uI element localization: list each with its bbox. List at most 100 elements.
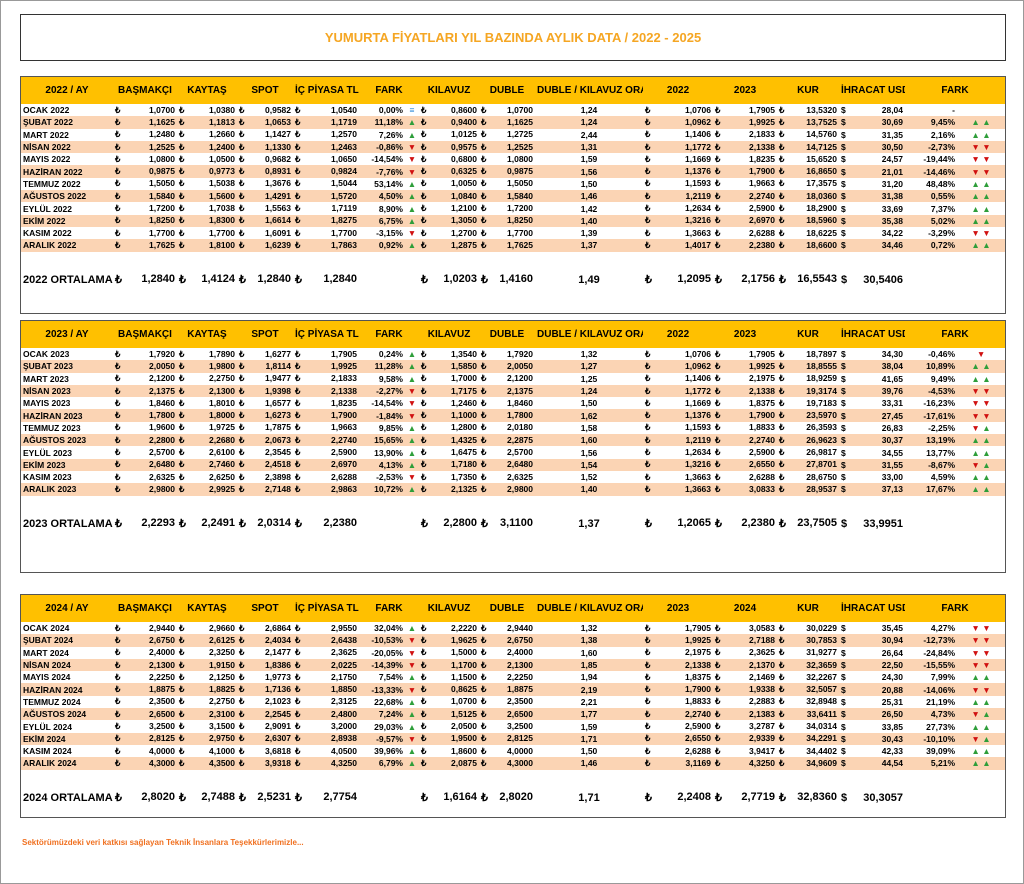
currency: ₺ <box>779 227 785 238</box>
currency: ₺ <box>295 447 301 458</box>
value-cell: 10,72% <box>359 483 405 496</box>
data-row: AĞUSTOS 2024 ₺ 2,6500 ₺ 2,3100 ₺ 2,2545 ₺ 2,4800… <box>21 708 1006 721</box>
value: 1,7200 <box>507 203 534 214</box>
value-cell: ₺ 1,2119 <box>643 190 714 203</box>
value-cell: ₺ 1,2065 <box>643 502 713 546</box>
value: 1,7905 <box>749 348 776 359</box>
currency: ₺ <box>481 178 487 189</box>
value-cell: 1,31 <box>535 140 644 154</box>
value-cell: ₺ 2,9800 <box>479 483 536 496</box>
currency: ₺ <box>115 116 121 127</box>
value-cell: $34,46 <box>839 239 906 252</box>
value: 18,2900 <box>806 203 838 214</box>
value-cell: ₺ 3,9318 <box>237 757 293 770</box>
value-cell: ₺ 1,5000 <box>419 647 479 659</box>
value-cell: ₺ 2,6500 <box>113 708 177 721</box>
currency: ₺ <box>481 373 487 384</box>
value-cell: 1,25 <box>535 373 643 385</box>
average-row: 2022 ORTALAMA ₺ 1,2840 ₺ 1,4124 ₺ 1,2840 ₺ 1,284… <box>21 258 1005 302</box>
value: 2,6125 <box>209 634 235 645</box>
value: 1,8386 <box>265 659 291 670</box>
value: 2,1750 <box>331 671 357 682</box>
value: 1,50 <box>580 398 598 409</box>
value: 30,3057 <box>863 791 904 804</box>
value: -2,73% <box>928 142 956 153</box>
value-cell: ₺ 1,8875 <box>113 683 177 696</box>
value: 27,8701 <box>806 459 838 470</box>
value: 1,2660 <box>209 129 235 140</box>
value-cell: ₺ 26,9623 <box>777 434 840 447</box>
value-cell: ₺ 1,6273 <box>237 409 293 422</box>
empty-cell <box>905 502 957 546</box>
currency: ₺ <box>115 360 121 371</box>
arrow-cell: ▼ <box>405 634 420 647</box>
data-row: OCAK 2024 ₺ 2,9440 ₺ 2,9660 ₺ 2,6864 ₺ 2,9550 32,… <box>21 622 1005 634</box>
value-cell: ₺ 1,9398 <box>237 384 293 398</box>
value: 2,2250 <box>507 671 534 682</box>
currency: ₺ <box>295 227 301 238</box>
currency: ₺ <box>295 708 301 719</box>
month-cell: NİSAN 2024 <box>21 658 113 672</box>
value-cell: ₺ 2,3250 <box>177 647 237 659</box>
currency: ₺ <box>779 239 785 250</box>
value-cell: ₺ 1,9600 <box>113 422 177 434</box>
value: 4,50% <box>378 191 403 202</box>
value: 1,2700 <box>451 227 478 238</box>
currency: ₺ <box>295 116 301 127</box>
value: 1,7863 <box>331 239 357 250</box>
currency: ₺ <box>481 471 487 482</box>
value-cell: -14,46% <box>905 165 958 178</box>
value-cell: ₺ 4,0500 <box>293 745 359 757</box>
value: 0,55% <box>930 191 956 202</box>
value: -14,06% <box>923 684 956 695</box>
arrow: ▼ ▼ <box>971 154 991 165</box>
value: 1,2840 <box>257 273 291 286</box>
currency: ₺ <box>239 721 245 732</box>
value: 2,1023 <box>265 696 291 707</box>
value-cell: 1,37 <box>535 502 643 546</box>
arrow: ▼ <box>407 398 417 409</box>
value-cell: 8,90% <box>359 202 405 214</box>
value: 1,2875 <box>451 239 478 250</box>
currency: ₺ <box>779 721 785 732</box>
value: 0,24% <box>378 349 403 360</box>
value: 2,2750 <box>209 373 235 384</box>
currency: ₺ <box>421 373 427 384</box>
arrow-cell: ▲ <box>405 239 420 252</box>
value: 41,65 <box>881 373 904 384</box>
value: 2,2491 <box>201 517 235 530</box>
value: 1,8010 <box>209 397 235 408</box>
arrow-cell: ▲ <box>405 446 419 458</box>
currency: $ <box>841 435 846 446</box>
value: 2,6500 <box>507 708 534 719</box>
value-cell: ₺ 1,7900 <box>293 409 359 422</box>
value-cell: $39,76 <box>839 384 906 398</box>
arrow: ▲ <box>407 129 417 140</box>
value-cell: ₺ 2,0225 <box>293 658 359 672</box>
value: 1,8875 <box>507 684 534 695</box>
currency: ₺ <box>645 360 651 371</box>
value: 1,5840 <box>507 190 534 201</box>
value: 2,4800 <box>331 708 357 719</box>
value: 31,35 <box>881 129 904 140</box>
value: 1,0050 <box>451 178 478 189</box>
value-cell: ₺ 2,3625 <box>293 647 359 659</box>
arrow-cell: ▲ ▲ <box>957 671 1005 683</box>
value-cell: ₺ 2,1300 <box>479 658 536 672</box>
currency: ₺ <box>645 659 651 670</box>
value: 1,1719 <box>331 116 357 127</box>
arrow-cell: ▼ ▼ <box>957 409 1006 422</box>
value: 1,56 <box>580 447 598 458</box>
value: 1,7900 <box>749 166 776 177</box>
value: 1,71 <box>578 791 600 804</box>
value-cell: ₺ 15,6520 <box>777 153 839 165</box>
value: 2,19 <box>580 684 598 695</box>
header-cell: KAYTAŞ <box>177 595 237 622</box>
currency: ₺ <box>481 721 487 732</box>
value: 1,39 <box>580 228 598 239</box>
value-cell: ₺ 34,9609 <box>777 757 840 770</box>
value: 11,18% <box>374 117 403 128</box>
arrow: ▼ <box>407 647 417 658</box>
value-cell: ₺ 1,8114 <box>237 360 293 373</box>
value: 18,6600 <box>806 239 838 250</box>
